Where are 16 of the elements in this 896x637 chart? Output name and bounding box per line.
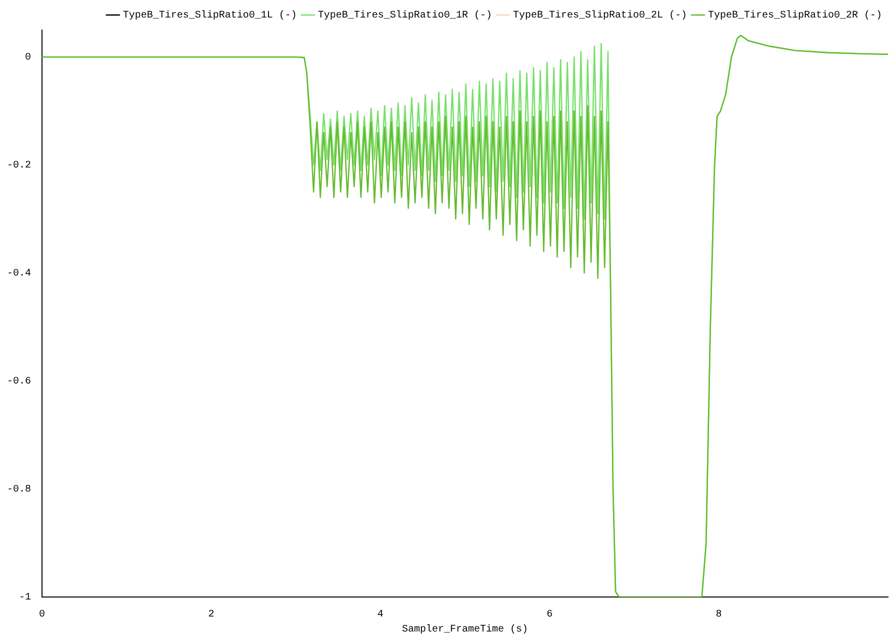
x-axis-title: Sampler_FrameTime (s) — [402, 624, 528, 636]
legend-label: TypeB_Tires_SlipRatio0_1R (-) — [318, 10, 492, 22]
legend-label: TypeB_Tires_SlipRatio0_2R (-) — [708, 10, 882, 22]
legend-label: TypeB_Tires_SlipRatio0_2L (-) — [512, 10, 687, 22]
y-tick-label: 0 — [24, 52, 32, 64]
x-tick-label: 4 — [377, 610, 384, 621]
y-tick-label: -0.2 — [6, 160, 32, 172]
x-tick-label: 6 — [546, 610, 553, 621]
x-tick-label: 8 — [716, 610, 722, 621]
y-tick-label: -0.4 — [6, 268, 32, 280]
y-tick-label: -1 — [18, 592, 32, 604]
y-tick-label: -0.8 — [6, 484, 32, 496]
y-tick-label: -0.6 — [6, 376, 32, 388]
legend-label: TypeB_Tires_SlipRatio0_1L (-) — [122, 10, 297, 22]
x-tick-label: 2 — [208, 610, 214, 621]
x-tick-label: 0 — [38, 610, 46, 621]
